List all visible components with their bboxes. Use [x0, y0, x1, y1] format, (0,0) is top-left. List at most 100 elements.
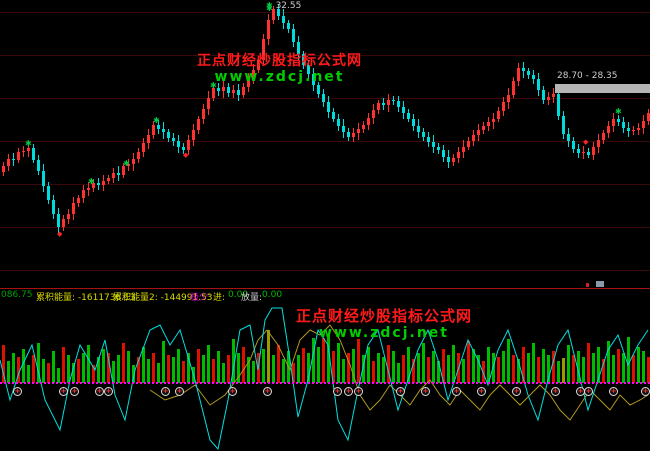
candle-body [212, 88, 215, 98]
energy-bar [352, 349, 355, 383]
oscillator-line-yellow [149, 324, 649, 421]
cross-marker-icon: + [95, 387, 104, 396]
status-indicator2[interactable]: 累积能量2: -144991.53 [113, 293, 213, 303]
energy-bar [342, 359, 345, 383]
energy-bar [322, 338, 325, 383]
gridline [0, 55, 650, 56]
candle-body [532, 75, 535, 79]
energy-bar [512, 355, 515, 383]
energy-bar [52, 351, 55, 383]
candle-body [172, 138, 175, 141]
energy-bar [362, 355, 365, 383]
candle-body [142, 143, 145, 152]
status-indicator1[interactable]: 累积能量: -1611736.13 [36, 293, 136, 303]
candle-body [227, 87, 230, 93]
status-vol-label: 放量: [241, 293, 263, 303]
cross-marker-icon: + [641, 387, 650, 396]
oscillator-line-yellow-path [149, 324, 649, 421]
candle-body [62, 219, 65, 227]
energy-bar [2, 345, 5, 383]
energy-bar [212, 359, 215, 383]
candle-body [622, 122, 625, 128]
energy-bar [247, 357, 250, 383]
status-in-value: 0.00 [228, 290, 249, 300]
candle-body [387, 100, 390, 105]
energy-bar [137, 357, 140, 383]
energy-bar [527, 353, 530, 383]
candle-body [427, 137, 430, 142]
energy-bar [222, 363, 225, 383]
status-tag: 极少 [190, 293, 209, 303]
watermark-site-name: 正点财经炒股指标公式网 [296, 307, 473, 325]
cross-marker-icon: + [333, 387, 342, 396]
energy-bar [162, 341, 165, 383]
candle-body [27, 148, 30, 151]
candle-body [352, 133, 355, 137]
candle-body [382, 103, 385, 105]
energy-bar [612, 355, 615, 383]
energy-bar [7, 361, 10, 383]
energy-bar [472, 349, 475, 383]
gridline [0, 12, 650, 13]
energy-bar [37, 343, 40, 383]
candle-body [547, 97, 550, 100]
candle-body [102, 181, 105, 185]
candle-body [332, 112, 335, 119]
energy-bar [357, 339, 360, 383]
energy-bar [202, 355, 205, 383]
candle-body [177, 141, 180, 147]
energy-bar [372, 361, 375, 383]
energy-bar [572, 355, 575, 383]
candle-body [247, 78, 250, 87]
energy-bar [632, 355, 635, 383]
candle-body [502, 102, 505, 111]
candle-body [537, 79, 540, 90]
energy-bar [167, 355, 170, 383]
watermark-site-url: www.zdcj.net [214, 69, 345, 86]
candle-body [282, 16, 285, 23]
candle-body [237, 90, 240, 95]
candle-body [147, 135, 150, 143]
candle-body [127, 164, 130, 166]
candle-body [477, 130, 480, 135]
candle-body [307, 65, 310, 74]
candle-body [347, 132, 350, 137]
candle-body [637, 128, 640, 130]
candle-body [392, 100, 395, 101]
candle-body [457, 152, 460, 158]
price-panel[interactable]: ✱ ✱ ✱ ✱ ✱ ✱ ✱ ◆ ◆ ◆ [0, 0, 650, 288]
candle-body [67, 214, 70, 219]
peak-price-label: 32.55 [275, 1, 302, 11]
candle-body [407, 113, 410, 119]
candle-body [222, 87, 225, 91]
candle-body [572, 141, 575, 149]
energy-bar [102, 349, 105, 383]
candle-body [632, 130, 635, 131]
energy-bar [392, 351, 395, 383]
gridline [0, 227, 650, 228]
energy-bar [317, 347, 320, 383]
peak-label-group: ✱ 32.55 [266, 1, 301, 11]
candle-body [432, 142, 435, 147]
energy-bar [377, 353, 380, 383]
candle-body [342, 126, 345, 132]
candle-body [122, 166, 125, 175]
candle-body [567, 134, 570, 141]
sell-signal-icon: ◆ [183, 151, 189, 159]
cross-marker-icon: + [354, 387, 363, 396]
cross-marker-icon: + [344, 387, 353, 396]
candle-body [437, 147, 440, 150]
energy-bar [187, 353, 190, 383]
candle-body [467, 141, 470, 147]
indicator-panel[interactable]: + + + + + + + + + + + + + + + + + + + + + + [0, 289, 650, 451]
energy-bar [327, 335, 330, 383]
energy-bar [157, 363, 160, 383]
energy-bar [122, 343, 125, 383]
watermark-site-name: 正点财经炒股指标公式网 [197, 53, 362, 69]
buy-signal-icon: ✱ [615, 107, 622, 116]
candle-body [487, 122, 490, 126]
candle-body [357, 129, 360, 133]
energy-bar [467, 341, 470, 383]
energy-bar [22, 349, 25, 383]
candle-body [607, 126, 610, 133]
